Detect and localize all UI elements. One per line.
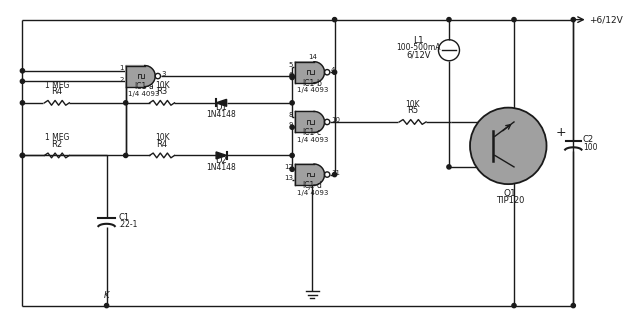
Text: 1: 1 [119, 65, 124, 71]
Circle shape [447, 17, 451, 22]
Text: R5: R5 [407, 106, 418, 116]
Text: +: + [556, 126, 566, 139]
Text: 10K: 10K [406, 100, 420, 109]
Text: 1N4148: 1N4148 [206, 163, 236, 172]
Text: 7: 7 [306, 185, 311, 191]
Polygon shape [295, 62, 324, 83]
Circle shape [104, 304, 109, 308]
Text: 6/12V: 6/12V [406, 51, 431, 60]
Text: IC1-a: IC1-a [134, 82, 154, 91]
Circle shape [290, 75, 294, 80]
Text: 100: 100 [583, 143, 598, 152]
Text: .22-1: .22-1 [118, 220, 138, 229]
Text: 2: 2 [119, 77, 124, 83]
Circle shape [332, 173, 337, 177]
Text: IC1-c: IC1-c [302, 128, 322, 137]
Text: IC1-b: IC1-b [302, 79, 322, 88]
Polygon shape [295, 112, 324, 132]
Text: R2: R2 [51, 140, 62, 149]
Text: IC1-d: IC1-d [302, 181, 322, 190]
Circle shape [21, 79, 24, 83]
Text: 1/4 4093: 1/4 4093 [128, 91, 159, 97]
Text: 12: 12 [284, 164, 293, 170]
Text: 10K: 10K [155, 81, 169, 89]
Circle shape [124, 101, 128, 105]
Circle shape [290, 167, 294, 171]
Circle shape [21, 69, 24, 73]
Text: 10K: 10K [155, 133, 169, 142]
Circle shape [470, 108, 546, 184]
Circle shape [290, 101, 294, 105]
Text: L1: L1 [413, 36, 424, 45]
Polygon shape [126, 66, 155, 86]
Text: +6/12V: +6/12V [589, 15, 623, 24]
Text: 10: 10 [331, 117, 340, 123]
Text: 1/4 4093: 1/4 4093 [296, 87, 328, 93]
Text: D1: D1 [216, 104, 227, 113]
Circle shape [332, 17, 337, 22]
Text: 9: 9 [289, 122, 293, 128]
Text: 1 MEG: 1 MEG [44, 81, 69, 89]
Text: K: K [104, 291, 109, 300]
Polygon shape [216, 99, 227, 106]
Circle shape [571, 17, 576, 22]
Text: 1/4 4093: 1/4 4093 [296, 190, 328, 196]
Text: 5: 5 [289, 62, 293, 68]
Circle shape [290, 74, 294, 78]
Text: Q1: Q1 [504, 189, 516, 198]
Circle shape [332, 70, 337, 74]
Text: D2: D2 [216, 156, 227, 165]
Circle shape [21, 153, 24, 157]
Circle shape [571, 304, 576, 308]
Text: R4: R4 [51, 87, 62, 96]
Text: 4: 4 [331, 67, 335, 73]
Text: TIP120: TIP120 [496, 196, 524, 205]
Text: 1 MEG: 1 MEG [44, 133, 69, 142]
Text: 1/4 4093: 1/4 4093 [296, 137, 328, 143]
Circle shape [21, 101, 24, 105]
Circle shape [512, 17, 516, 22]
Polygon shape [295, 164, 324, 185]
Circle shape [512, 304, 516, 308]
Circle shape [447, 165, 451, 169]
Circle shape [290, 125, 294, 129]
Circle shape [21, 153, 24, 157]
Polygon shape [216, 152, 227, 159]
Text: 14: 14 [308, 54, 317, 60]
Text: 13: 13 [284, 175, 293, 181]
Text: R4: R4 [156, 140, 168, 149]
Text: C2: C2 [583, 135, 594, 144]
Circle shape [124, 153, 128, 157]
Text: 100-500mA: 100-500mA [396, 43, 441, 52]
Circle shape [290, 153, 294, 157]
Text: 11: 11 [331, 170, 340, 176]
Text: 8: 8 [289, 112, 293, 118]
Text: 6: 6 [289, 73, 293, 79]
Text: 3: 3 [161, 71, 166, 77]
Text: 1N4148: 1N4148 [206, 110, 236, 119]
Text: C1: C1 [118, 213, 129, 221]
Text: R3: R3 [156, 87, 168, 96]
